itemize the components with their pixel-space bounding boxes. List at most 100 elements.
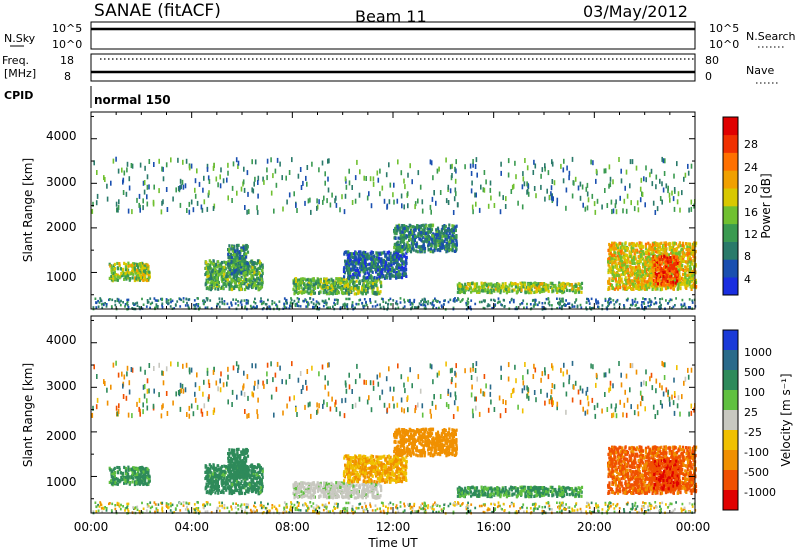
echo-cell (307, 283, 310, 288)
echo-cell (552, 196, 554, 202)
echo-cell (375, 265, 378, 269)
echo-cell (244, 307, 246, 310)
echo-cell (92, 306, 95, 309)
echo-cell (674, 304, 676, 307)
echo-cell (674, 271, 677, 275)
echo-cell (556, 201, 558, 207)
echo-cell (676, 270, 679, 274)
echo-cell (364, 289, 367, 293)
echo-cell (309, 286, 312, 291)
echo-cell (428, 237, 431, 241)
echo-cell (664, 285, 667, 289)
echo-cell (649, 280, 652, 284)
echo-cell (379, 280, 382, 284)
echo-cell (250, 259, 253, 263)
echo-cell (343, 275, 346, 279)
echo-cell (617, 274, 620, 278)
echo-cell (679, 281, 682, 285)
echo-cell (684, 265, 687, 269)
echo-cell (438, 230, 441, 234)
echo-cell (230, 285, 233, 289)
echo-cell (646, 272, 649, 276)
echo-cell (453, 249, 456, 253)
echo-cell (499, 289, 502, 293)
echo-cell (402, 245, 405, 249)
echo-cell (241, 267, 244, 271)
echo-cell (401, 230, 404, 234)
echo-cell (223, 265, 226, 269)
echo-cell (217, 182, 219, 188)
echo-cell (348, 292, 351, 296)
echo-cell (376, 170, 379, 176)
echo-cell (368, 191, 370, 197)
echo-cell (571, 289, 575, 293)
echo-cell (433, 304, 435, 307)
echo-cell (420, 224, 423, 228)
echo-cell (354, 175, 357, 181)
echo-cell (352, 288, 355, 292)
echo-cell (405, 243, 408, 247)
echo-cell (118, 263, 121, 267)
echo-cell (326, 281, 329, 285)
echo-cell (115, 156, 117, 162)
echo-cell (245, 252, 248, 256)
echo-cell (378, 272, 381, 276)
echo-cell (502, 285, 505, 289)
echo-cell (110, 271, 113, 275)
echo-cell (478, 285, 482, 289)
echo-cell (267, 307, 270, 310)
echo-cell (207, 175, 210, 181)
echo-cell (108, 262, 111, 266)
echo-cell (585, 301, 588, 304)
echo-cell (376, 286, 379, 290)
echo-cell (234, 272, 237, 276)
echo-cell (637, 276, 640, 280)
echo-cell (690, 163, 693, 169)
echo-cell (370, 203, 373, 209)
echo-cell (249, 281, 252, 285)
echo-cell (406, 241, 409, 245)
echo-cell (215, 176, 218, 182)
echo-cell (232, 247, 235, 251)
echo-cell (448, 249, 451, 253)
echo-cell (121, 274, 124, 278)
echo-cell (436, 237, 439, 241)
echo-cell (685, 266, 688, 270)
echo-cell (454, 228, 457, 233)
echo-cell (577, 290, 581, 294)
echo-cell (453, 196, 456, 202)
echo-cell (403, 273, 406, 277)
echo-cell (644, 242, 648, 246)
echo-cell (665, 252, 669, 256)
echo-cell (179, 178, 182, 184)
echo-cell (667, 267, 670, 271)
echo-cell (396, 198, 399, 204)
echo-cell (359, 169, 361, 175)
echo-cell (636, 266, 639, 270)
echo-cell (296, 282, 299, 286)
echo-cell (399, 273, 402, 277)
echo-cell (354, 259, 357, 263)
echo-cell (515, 306, 518, 309)
echo-cell (490, 286, 493, 290)
echo-cell (132, 262, 135, 266)
echo-cell (346, 253, 349, 257)
echo-cell (671, 263, 674, 268)
echo-cell (348, 168, 350, 174)
echo-cell (400, 170, 403, 176)
echo-cell (446, 227, 449, 231)
echo-cell (282, 206, 284, 212)
echo-cell (234, 256, 237, 260)
echo-cell (655, 276, 658, 280)
echo-cell (111, 306, 113, 310)
echo-cell (626, 193, 629, 199)
echo-cell (206, 163, 209, 169)
echo-cell (409, 163, 411, 169)
echo-cell (400, 193, 403, 199)
echo-cell (342, 277, 345, 281)
echo-cell (418, 228, 421, 232)
echo-cell (370, 284, 373, 288)
echo-cell (692, 265, 696, 269)
echo-cell (136, 274, 139, 278)
echo-cell (401, 233, 404, 237)
